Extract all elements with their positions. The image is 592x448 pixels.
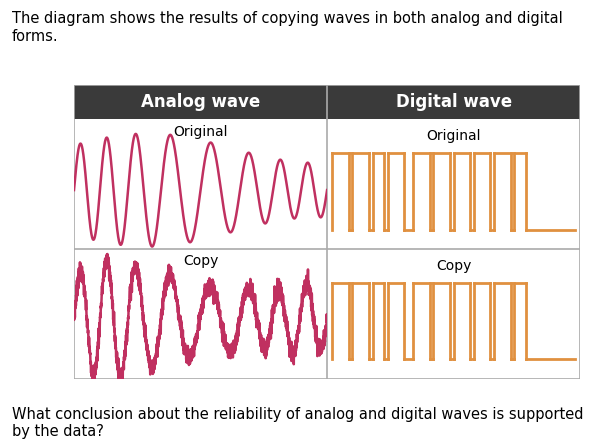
Text: Copy: Copy — [183, 254, 218, 268]
Text: Original: Original — [426, 129, 481, 143]
Text: Copy: Copy — [436, 258, 471, 273]
Text: Digital wave: Digital wave — [395, 93, 511, 111]
Text: The diagram shows the results of copying waves in both analog and digital
forms.: The diagram shows the results of copying… — [12, 11, 562, 43]
Text: Analog wave: Analog wave — [141, 93, 260, 111]
Text: What conclusion about the reliability of analog and digital waves is supported
b: What conclusion about the reliability of… — [12, 407, 583, 439]
Text: Original: Original — [173, 125, 228, 139]
